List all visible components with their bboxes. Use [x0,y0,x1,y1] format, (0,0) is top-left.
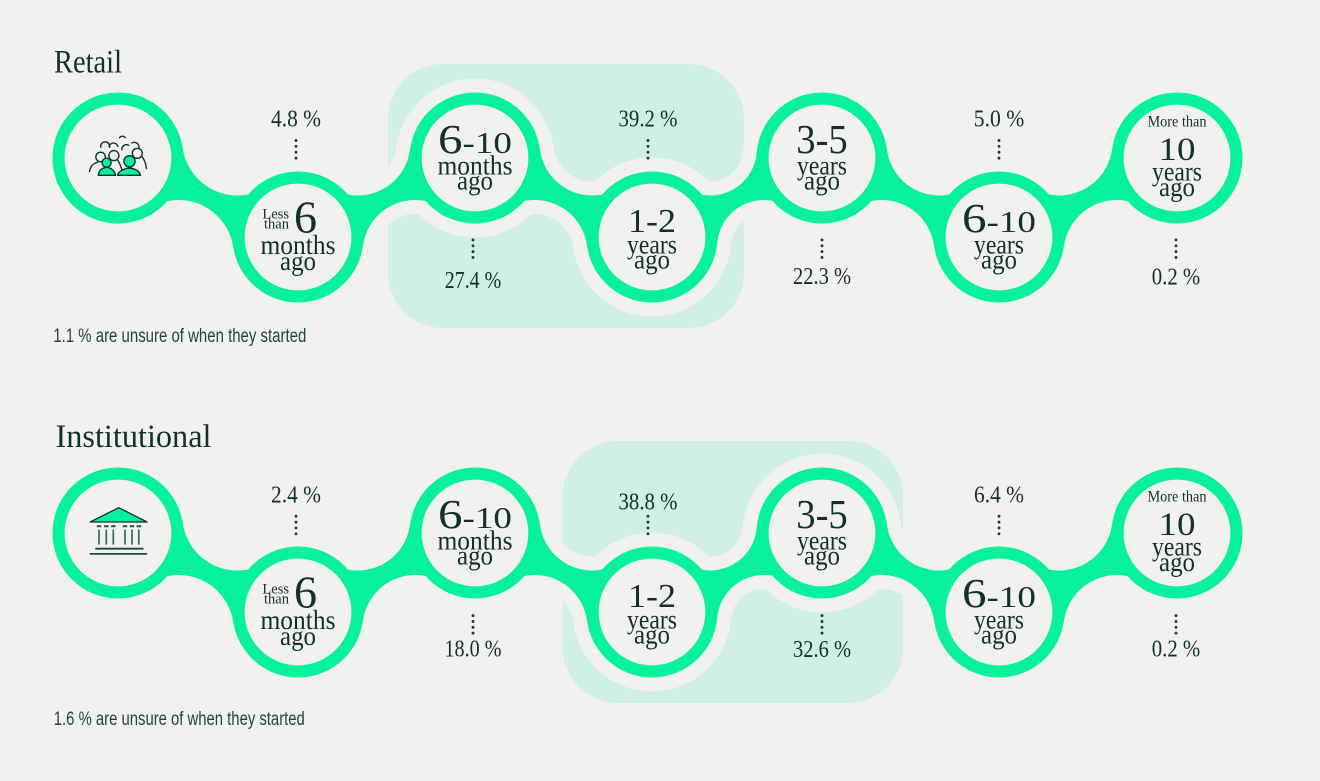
svg-text:0.2 %: 0.2 % [1152,265,1201,291]
svg-text:6: 6 [294,192,317,243]
svg-text:39.2 %: 39.2 % [619,106,678,132]
svg-text:ago: ago [804,541,840,571]
svg-text:27.4 %: 27.4 % [445,268,502,294]
svg-text:ago: ago [457,166,493,196]
svg-text:1.6 % are unsure of when they: 1.6 % are unsure of when they started [54,709,305,730]
svg-text:38.8 %: 38.8 % [619,490,678,516]
svg-text:years: years [797,526,847,556]
svg-text:ago: ago [981,620,1017,650]
svg-text:Retail: Retail [54,44,122,80]
svg-text:1.1 % are unsure of when they: 1.1 % are unsure of when they started [53,326,306,347]
svg-text:ago: ago [280,246,316,276]
svg-text:10: 10 [1159,132,1196,168]
svg-text:ago: ago [634,620,670,650]
svg-text:years: years [974,605,1024,635]
svg-text:months: months [438,526,513,556]
svg-text:0.2 %: 0.2 % [1152,637,1201,663]
svg-text:5.0 %: 5.0 % [974,106,1025,132]
svg-text:years: years [627,230,677,260]
svg-text:6: 6 [294,567,317,618]
svg-text:3-5: 3-5 [796,116,848,162]
svg-text:3-5: 3-5 [796,491,848,537]
svg-text:ago: ago [280,621,316,651]
svg-text:years: years [1152,157,1202,187]
svg-text:Institutional: Institutional [56,419,212,455]
svg-text:Less: Less [262,207,289,223]
svg-text:than: than [264,591,290,607]
svg-text:ago: ago [804,166,840,196]
svg-text:than: than [264,216,290,232]
svg-text:ago: ago [457,541,493,571]
svg-text:18.0 %: 18.0 % [445,636,502,662]
svg-text:1-2: 1-2 [628,203,676,240]
svg-text:32.6 %: 32.6 % [793,637,851,663]
svg-text:years: years [974,230,1024,260]
svg-text:2.4 %: 2.4 % [271,483,321,509]
svg-text:22.3 %: 22.3 % [793,264,851,290]
svg-text:6.4 %: 6.4 % [974,483,1024,509]
svg-text:More than: More than [1148,489,1207,506]
svg-text:Less: Less [262,582,289,598]
svg-text:4.8 %: 4.8 % [271,106,321,132]
svg-text:ago: ago [981,245,1017,275]
svg-text:months: months [438,151,513,181]
svg-text:6-10: 6 -10 [438,491,512,537]
svg-text:months: months [261,230,336,260]
svg-text:ago: ago [1159,547,1195,577]
svg-text:ago: ago [1159,172,1195,202]
svg-text:10: 10 [1159,507,1196,543]
svg-text:More than: More than [1148,114,1207,131]
svg-text:months: months [261,605,336,635]
svg-text:years: years [797,151,847,181]
svg-text:1-2: 1-2 [628,578,676,615]
svg-text:ago: ago [634,245,670,275]
svg-text:years: years [627,605,677,635]
svg-text:years: years [1152,532,1202,562]
